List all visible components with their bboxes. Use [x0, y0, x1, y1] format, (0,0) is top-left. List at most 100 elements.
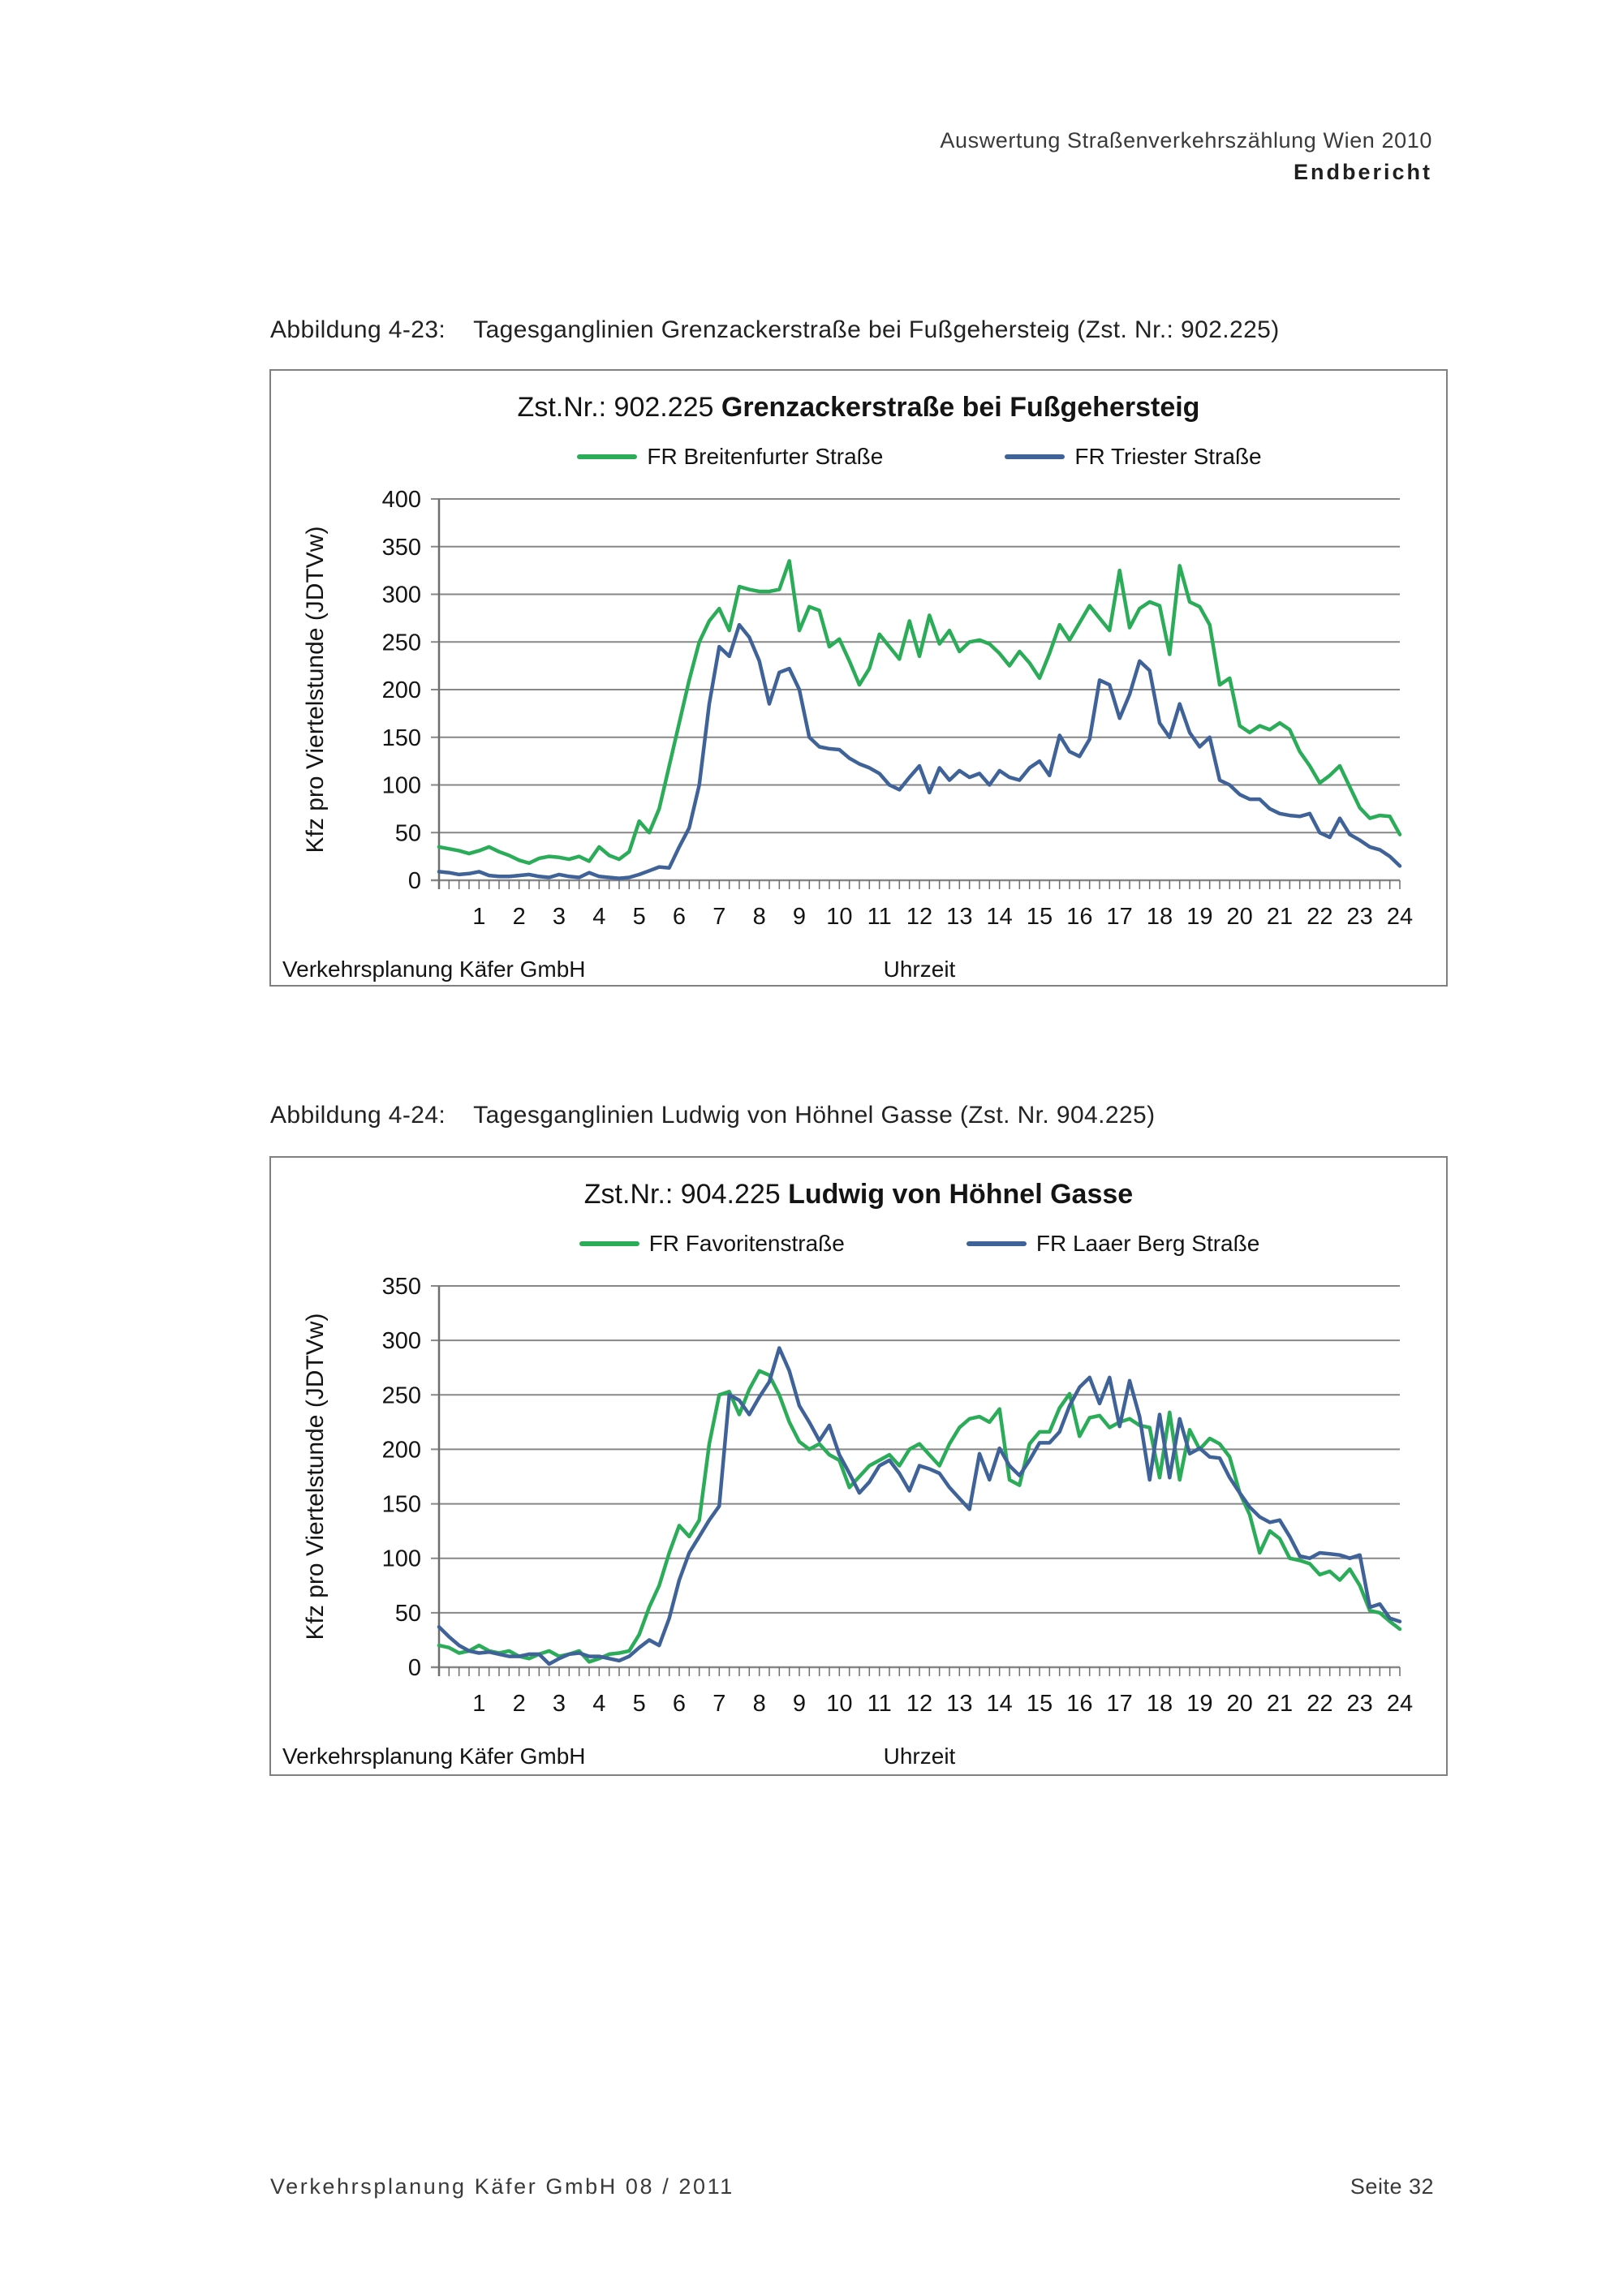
- svg-text:200: 200: [382, 677, 421, 703]
- svg-text:19: 19: [1186, 904, 1212, 930]
- x-axis-title-1: Uhrzeit: [883, 957, 956, 982]
- header-subtitle: Endbericht: [1293, 160, 1432, 184]
- legend-line-icon: [1005, 454, 1065, 459]
- svg-text:8: 8: [753, 904, 766, 930]
- caption-text-2: Tagesganglinien Ludwig von Höhnel Gasse …: [473, 1102, 1156, 1129]
- legend-item: FR Laaer Berg Straße: [966, 1231, 1259, 1257]
- svg-text:18: 18: [1147, 904, 1173, 930]
- svg-text:10: 10: [826, 1691, 852, 1717]
- legend-label: FR Favoritenstraße: [648, 1231, 845, 1256]
- source-note-2: Verkehrsplanung Käfer GmbH: [282, 1743, 586, 1769]
- svg-text:4: 4: [592, 904, 605, 930]
- svg-text:0: 0: [408, 868, 421, 894]
- chart-legend-1: FR Breitenfurter Straße FR Triester Stra…: [439, 444, 1400, 470]
- svg-text:250: 250: [382, 1382, 421, 1408]
- svg-text:23: 23: [1347, 1691, 1373, 1717]
- svg-text:5: 5: [633, 1691, 646, 1717]
- svg-text:50: 50: [395, 1601, 421, 1627]
- legend-item: FR Triester Straße: [1005, 444, 1262, 470]
- svg-text:100: 100: [382, 1546, 421, 1572]
- svg-text:350: 350: [382, 535, 421, 561]
- svg-text:14: 14: [987, 1691, 1013, 1717]
- svg-text:400: 400: [382, 487, 421, 513]
- svg-text:1: 1: [472, 904, 485, 930]
- svg-text:10: 10: [826, 904, 852, 930]
- svg-text:9: 9: [793, 904, 806, 930]
- svg-text:17: 17: [1107, 1691, 1133, 1717]
- svg-text:11: 11: [867, 904, 892, 930]
- svg-text:12: 12: [906, 904, 932, 930]
- svg-text:2: 2: [513, 904, 526, 930]
- svg-text:15: 15: [1027, 1691, 1053, 1717]
- svg-text:20: 20: [1227, 904, 1253, 930]
- svg-text:1: 1: [472, 1691, 485, 1717]
- svg-text:21: 21: [1267, 904, 1293, 930]
- legend-label: FR Triester Straße: [1074, 444, 1262, 469]
- legend-label: FR Breitenfurter Straße: [647, 444, 884, 469]
- svg-text:19: 19: [1186, 1691, 1212, 1717]
- svg-text:13: 13: [946, 1691, 972, 1717]
- svg-text:18: 18: [1147, 1691, 1173, 1717]
- legend-label: FR Laaer Berg Straße: [1035, 1231, 1260, 1256]
- source-note-1: Verkehrsplanung Käfer GmbH: [282, 957, 586, 982]
- svg-text:11: 11: [867, 1691, 892, 1717]
- svg-text:Kfz pro Viertelstunde (JDTVw): Kfz pro Viertelstunde (JDTVw): [302, 527, 329, 853]
- svg-text:150: 150: [382, 1492, 421, 1518]
- svg-text:17: 17: [1107, 904, 1133, 930]
- svg-text:Kfz pro Viertelstunde (JDTVw): Kfz pro Viertelstunde (JDTVw): [302, 1314, 329, 1640]
- svg-text:6: 6: [673, 904, 686, 930]
- svg-text:14: 14: [987, 904, 1013, 930]
- svg-text:15: 15: [1027, 904, 1053, 930]
- legend-item: FR Breitenfurter Straße: [577, 444, 883, 470]
- svg-text:8: 8: [753, 1691, 766, 1717]
- legend-line-icon: [577, 454, 638, 459]
- chart-title-name-1: Grenzackerstraße bei Fußgehersteig: [721, 392, 1200, 423]
- svg-text:7: 7: [712, 1691, 725, 1717]
- chart-title-2: Zst.Nr.: 904.225 Ludwig von Höhnel Gasse: [271, 1179, 1446, 1210]
- svg-text:22: 22: [1307, 904, 1332, 930]
- footer-company: Verkehrsplanung Käfer GmbH 08 / 2011: [270, 2174, 734, 2199]
- svg-text:300: 300: [382, 583, 421, 608]
- svg-text:20: 20: [1227, 1691, 1253, 1717]
- x-axis-title-2: Uhrzeit: [883, 1743, 956, 1769]
- svg-text:200: 200: [382, 1437, 421, 1463]
- page-header: Auswertung Straßenverkehrszählung Wien 2…: [940, 125, 1432, 188]
- svg-text:100: 100: [382, 773, 421, 799]
- svg-text:3: 3: [553, 904, 566, 930]
- chart-title-1: Zst.Nr.: 902.225 Grenzackerstraße bei Fu…: [271, 392, 1446, 424]
- caption-label-2: Abbildung 4-24:: [270, 1102, 446, 1129]
- svg-text:300: 300: [382, 1328, 421, 1354]
- chart-title-prefix-1: Zst.Nr.: 902.225: [517, 392, 721, 423]
- footer-page-number: Seite 32: [1350, 2174, 1434, 2199]
- svg-text:350: 350: [382, 1274, 421, 1300]
- figure-caption-1: Abbildung 4-23: Tagesganglinien Grenzacke…: [270, 316, 1280, 344]
- svg-text:4: 4: [592, 1691, 605, 1717]
- header-title: Auswertung Straßenverkehrszählung Wien 2…: [940, 128, 1432, 153]
- svg-text:250: 250: [382, 630, 421, 656]
- svg-text:2: 2: [513, 1691, 526, 1717]
- legend-line-icon: [579, 1241, 639, 1246]
- svg-text:16: 16: [1066, 1691, 1092, 1717]
- svg-text:23: 23: [1347, 904, 1373, 930]
- svg-text:13: 13: [946, 904, 972, 930]
- svg-text:9: 9: [793, 1691, 806, 1717]
- chart-title-prefix-2: Zst.Nr.: 904.225: [583, 1179, 789, 1210]
- svg-text:12: 12: [906, 1691, 932, 1717]
- chart-title-name-2: Ludwig von Höhnel Gasse: [788, 1179, 1134, 1210]
- caption-text-1: Tagesganglinien Grenzackerstraße bei Fuß…: [473, 316, 1280, 343]
- figure-caption-2: Abbildung 4-24: Tagesganglinien Ludwig vo…: [270, 1102, 1156, 1129]
- chart-legend-2: FR Favoritenstraße FR Laaer Berg Straße: [439, 1231, 1400, 1257]
- svg-text:22: 22: [1307, 1691, 1332, 1717]
- svg-text:5: 5: [633, 904, 646, 930]
- legend-line-icon: [966, 1241, 1027, 1246]
- svg-text:3: 3: [553, 1691, 566, 1717]
- svg-text:16: 16: [1066, 904, 1092, 930]
- svg-text:50: 50: [395, 820, 421, 846]
- svg-text:24: 24: [1387, 1691, 1413, 1717]
- svg-text:6: 6: [673, 1691, 686, 1717]
- chart-frame-2: Zst.Nr.: 904.225 Ludwig von Höhnel Gasse…: [269, 1156, 1448, 1776]
- svg-text:7: 7: [712, 904, 725, 930]
